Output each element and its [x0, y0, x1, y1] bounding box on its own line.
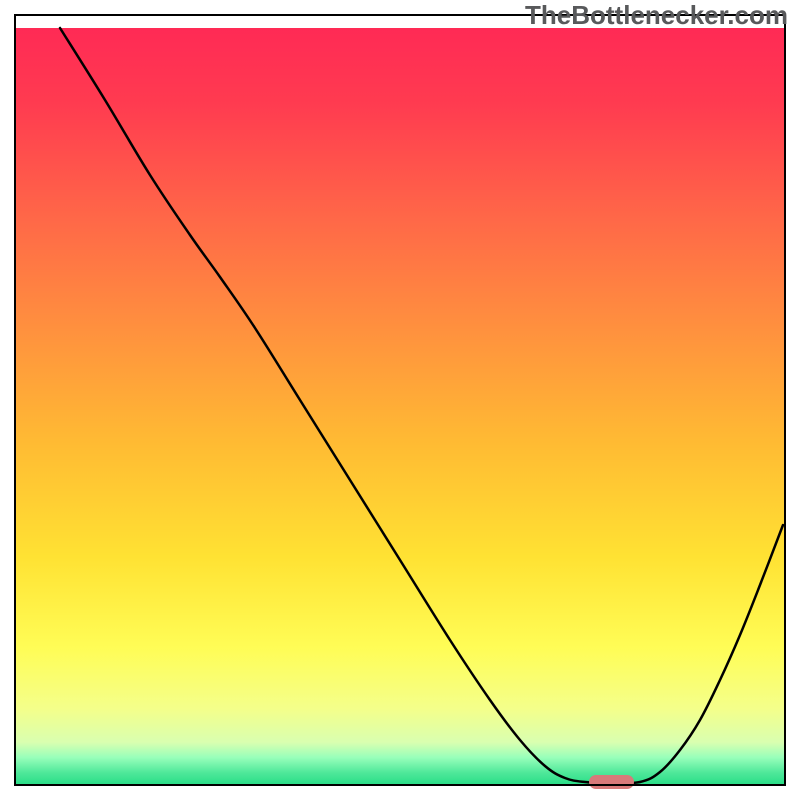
- bottleneck-chart: TheBottlenecker.com: [0, 0, 800, 800]
- gradient-background: [16, 28, 784, 784]
- optimal-marker: [589, 775, 634, 789]
- chart-svg: [0, 0, 800, 800]
